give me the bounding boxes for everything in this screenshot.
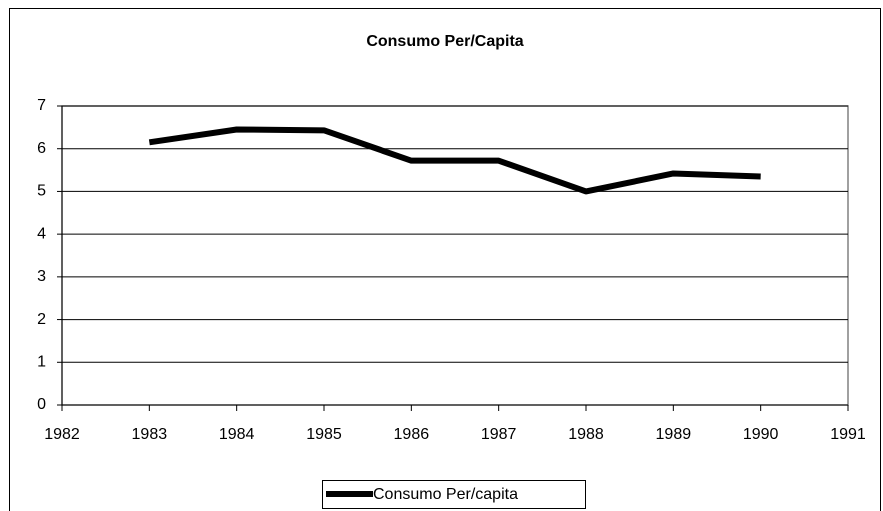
plot-area (61, 105, 849, 406)
y-tick-label: 6 (37, 140, 46, 157)
x-tick-label: 1986 (394, 426, 430, 443)
x-tick-label: 1988 (568, 426, 604, 443)
y-tick-label: 5 (37, 183, 46, 200)
y-tick-label: 7 (37, 97, 46, 114)
y-tick-label: 0 (37, 396, 46, 413)
series-line (148, 126, 761, 195)
x-tick-label: 1991 (830, 426, 866, 443)
y-tick-label: 3 (37, 268, 46, 285)
legend-label: Consumo Per/capita (373, 486, 518, 503)
x-tick-label: 1987 (481, 426, 517, 443)
y-tick-label: 1 (37, 354, 46, 371)
x-tick-label: 1990 (743, 426, 779, 443)
x-tick-label: 1982 (44, 426, 80, 443)
chart-title: Consumo Per/Capita (366, 33, 523, 50)
x-tick-label: 1985 (306, 426, 342, 443)
y-tick-label: 2 (37, 311, 46, 328)
x-tick-label: 1984 (219, 426, 255, 443)
x-tick-label: 1983 (132, 426, 168, 443)
y-tick-label: 4 (37, 225, 46, 242)
x-tick-label: 1989 (656, 426, 692, 443)
